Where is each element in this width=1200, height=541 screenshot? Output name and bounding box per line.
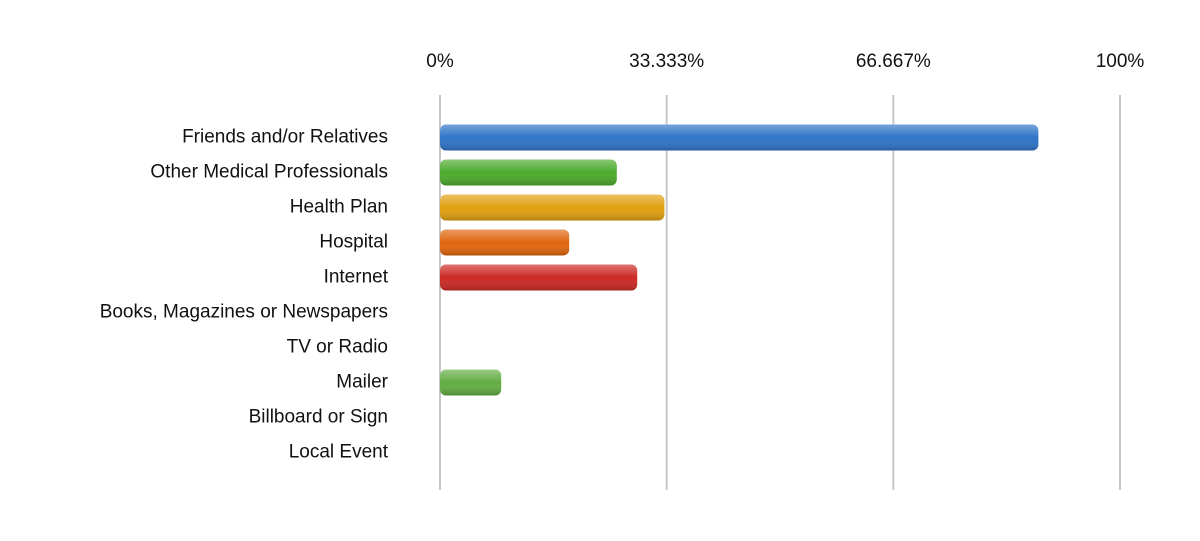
bar-shine (440, 264, 638, 291)
bar-shine (440, 369, 502, 396)
y-tick-label: TV or Radio (287, 337, 388, 358)
y-tick-label: Mailer (336, 372, 388, 393)
y-tick-label: Health Plan (290, 197, 388, 218)
bar-shine (440, 229, 570, 256)
y-tick-label: Internet (324, 267, 389, 288)
x-tick-label: 66.667% (856, 51, 931, 72)
y-tick-label: Local Event (289, 442, 389, 463)
x-tick-label: 0% (426, 51, 454, 72)
bar-shine (440, 159, 617, 186)
y-tick-label: Billboard or Sign (249, 407, 388, 428)
y-tick-label: Books, Magazines or Newspapers (100, 302, 388, 323)
y-tick-label: Other Medical Professionals (150, 162, 388, 183)
y-tick-label: Friends and/or Relatives (182, 127, 388, 148)
bar-shine (440, 124, 1039, 151)
y-tick-label: Hospital (319, 232, 388, 253)
x-tick-label: 33.333% (629, 51, 704, 72)
bar-shine (440, 194, 665, 221)
x-tick-label: 100% (1096, 51, 1145, 72)
